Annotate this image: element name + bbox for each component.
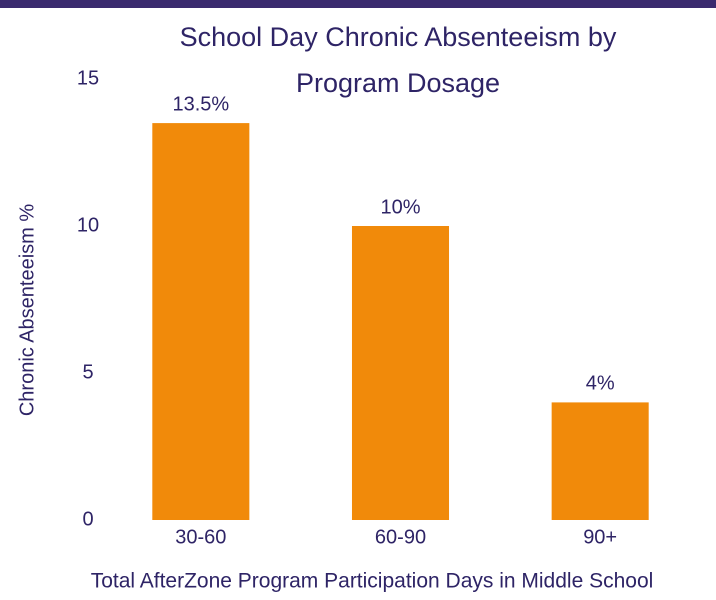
value-label: 4% bbox=[586, 373, 615, 395]
bar bbox=[551, 402, 649, 520]
y-tick-label: 5 bbox=[82, 361, 93, 383]
y-axis-label: Chronic Absenteeism % bbox=[16, 204, 38, 417]
bar bbox=[152, 123, 250, 520]
bar bbox=[351, 226, 450, 520]
top-band bbox=[0, 0, 716, 8]
y-tick-label: 10 bbox=[77, 214, 99, 236]
value-label: 10% bbox=[380, 196, 420, 218]
x-axis-label: Total AfterZone Program Participation Da… bbox=[91, 570, 654, 593]
x-tick-label: 60-90 bbox=[375, 526, 426, 548]
chart-title: School Day Chronic Absenteeism by Progra… bbox=[179, 22, 617, 98]
x-tick-label: 30-60 bbox=[175, 526, 226, 548]
y-tick-label: 15 bbox=[77, 67, 99, 89]
x-tick-label: 90+ bbox=[583, 526, 617, 548]
y-tick-label: 0 bbox=[82, 508, 93, 530]
value-label: 13.5% bbox=[172, 93, 229, 115]
